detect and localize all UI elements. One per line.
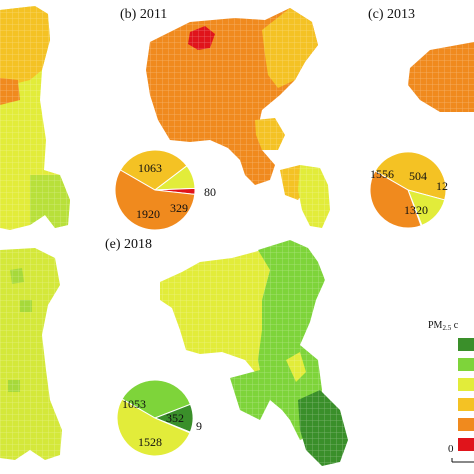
legend-swatch-1 (458, 358, 474, 371)
pie-e-label-2: 9 (196, 419, 202, 433)
map-a-grid (0, 0, 72, 232)
legend-swatch-2 (458, 378, 474, 391)
panel-c-map (408, 42, 474, 112)
pie-chart-2013: 1556 504 12 1320 (369, 151, 448, 229)
pie-chart-2011: 1063 329 80 1920 (114, 149, 216, 231)
legend-swatches (458, 338, 474, 451)
pie-e-label-1: 352 (166, 411, 184, 425)
legend-swatch-0 (458, 338, 474, 351)
pie-e-slice-3 (116, 398, 191, 457)
legend-title-rest: c (451, 320, 459, 331)
pie-c-label-1: 504 (409, 169, 427, 183)
pie-c-slice-0 (374, 151, 447, 201)
pie-b-slice-3 (114, 169, 196, 231)
pie-b-label-2: 80 (204, 185, 216, 199)
pie-e-label-0: 1053 (122, 397, 146, 411)
legend-swatch-4 (458, 418, 474, 431)
legend-tick-label: 0 (448, 443, 454, 455)
map-d-grid (0, 248, 64, 462)
pie-c-label-0: 1556 (370, 167, 394, 181)
panel-d-map (0, 248, 64, 462)
panel-a-map (0, 0, 72, 232)
legend: PM2.5 c 0 (428, 320, 474, 463)
pie-c-label-3: 1320 (404, 203, 428, 217)
pie-b-label-0: 1063 (138, 161, 162, 175)
pie-b-label-1: 329 (170, 201, 188, 215)
legend-title: PM2.5 c (428, 320, 459, 332)
legend-title-subscript: 2.5 (442, 324, 451, 332)
pie-b-slice-0 (119, 149, 188, 191)
pie-e-label-3: 1528 (138, 435, 162, 449)
panel-e-title: (e) 2018 (105, 237, 152, 252)
pie-c-slice-3 (369, 170, 422, 229)
pie-c-label-2: 12 (436, 179, 448, 193)
pie-chart-2018: 1053 352 9 1528 (116, 379, 202, 457)
legend-swatch-5 (458, 438, 474, 451)
panel-c-title: (c) 2013 (368, 7, 415, 22)
legend-swatch-3 (458, 398, 474, 411)
map-c-grid (408, 42, 474, 112)
pie-b-label-3: 1920 (136, 207, 160, 221)
